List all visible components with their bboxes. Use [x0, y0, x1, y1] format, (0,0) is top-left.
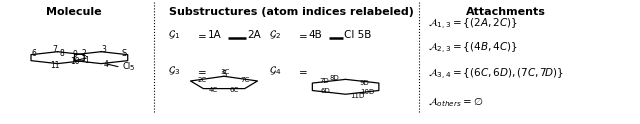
Text: 7: 7 [52, 46, 58, 54]
Text: $=$: $=$ [195, 66, 206, 76]
Text: 11: 11 [50, 61, 60, 70]
Text: S: S [221, 70, 227, 78]
Text: Cl: Cl [123, 62, 131, 71]
Text: 6: 6 [31, 49, 36, 58]
Text: 3: 3 [102, 46, 107, 54]
Text: 11D: 11D [350, 93, 364, 99]
Text: Substructures (atom indices relabeled): Substructures (atom indices relabeled) [169, 7, 413, 17]
Text: 10: 10 [70, 57, 80, 66]
Text: 6C: 6C [230, 87, 239, 93]
Text: $=$: $=$ [296, 66, 307, 76]
Text: $\mathcal{A}_{2,3} = \{(4B, 4C)\}$: $\mathcal{A}_{2,3} = \{(4B, 4C)\}$ [428, 41, 517, 56]
Text: 2A: 2A [247, 30, 260, 40]
Text: $\mathcal{G}_4$: $\mathcal{G}_4$ [269, 64, 281, 77]
Text: 2: 2 [81, 49, 86, 58]
Text: $\mathcal{A}_{1,3} = \{(2A, 2C)\}$: $\mathcal{A}_{1,3} = \{(2A, 2C)\}$ [428, 17, 517, 32]
Text: $\mathcal{G}_3$: $\mathcal{G}_3$ [168, 64, 180, 77]
Text: $\mathcal{A}_{others} = \emptyset$: $\mathcal{A}_{others} = \emptyset$ [428, 95, 483, 109]
Text: 1: 1 [84, 56, 89, 65]
Text: 5: 5 [130, 65, 134, 71]
Text: 7D: 7D [319, 78, 329, 84]
Text: 7C: 7C [240, 77, 250, 83]
Text: $\mathcal{G}_1$: $\mathcal{G}_1$ [168, 28, 180, 41]
Text: $\mathcal{G}_2$: $\mathcal{G}_2$ [269, 28, 281, 41]
Text: 4: 4 [103, 60, 108, 69]
Text: $\mathcal{A}_{3,4} = \{(6C, 6D),(7C, 7D)\}$: $\mathcal{A}_{3,4} = \{(6C, 6D),(7C, 7D)… [428, 67, 564, 82]
Text: S: S [122, 49, 127, 58]
Text: 9: 9 [73, 50, 77, 59]
Text: Attachments: Attachments [466, 7, 545, 17]
Text: 8: 8 [60, 49, 64, 58]
Text: $=$: $=$ [195, 30, 206, 40]
Text: 6D: 6D [320, 88, 330, 93]
Text: 10D: 10D [360, 89, 374, 95]
Text: 2C: 2C [198, 77, 207, 83]
Text: 9D: 9D [360, 80, 370, 86]
Text: Molecule: Molecule [46, 7, 101, 17]
Text: 4C: 4C [209, 87, 218, 93]
Text: 1A: 1A [207, 30, 221, 40]
Text: 4B: 4B [308, 30, 322, 40]
Text: Cl 5B: Cl 5B [344, 30, 372, 40]
Text: 3C: 3C [220, 69, 229, 75]
Text: $=$: $=$ [296, 30, 307, 40]
Text: 8D: 8D [329, 75, 339, 81]
